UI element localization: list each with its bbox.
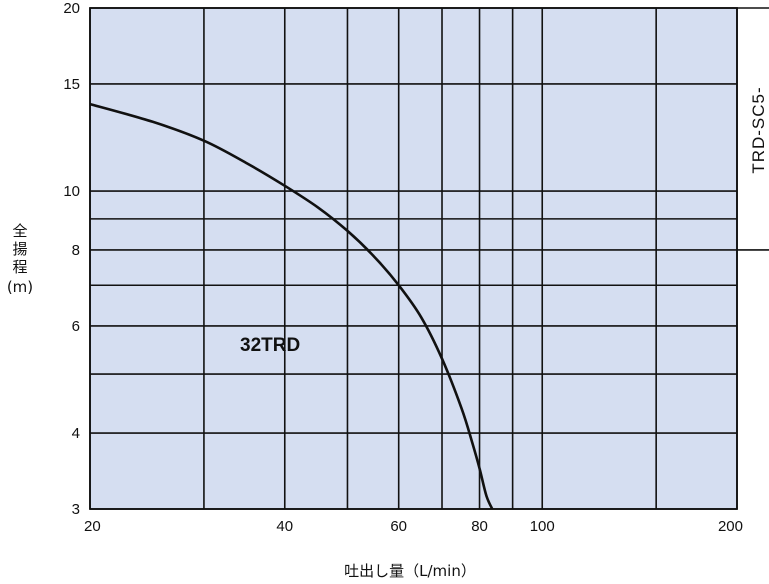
y-axis-label: 全揚程 (m) [7,222,33,296]
x-axis-label: 吐出し量（L/min） [344,562,476,580]
plot-area [90,8,737,509]
y-tick-label: 3 [72,501,80,518]
x-tick-label: 200 [718,518,743,535]
grid [89,7,769,510]
y-tick-label: 10 [63,183,80,200]
y-axis-label-unit: (m) [7,278,33,296]
y-axis-label-char: 程 [12,258,27,276]
x-tick-labels: 20 40 60 80 100 200 [84,518,743,535]
plot-frame [89,7,738,510]
curves [90,102,494,509]
y-tick-label: 6 [72,318,80,335]
x-tick-label: 60 [390,518,407,535]
x-tick-label: 80 [471,518,488,535]
y-tick-label: 15 [63,76,80,93]
x-tick-label: 100 [530,518,555,535]
x-tick-label: 20 [84,518,101,535]
y-axis-label-char: 全 [12,222,27,240]
curve-label-32trd: 32TRD [240,335,300,356]
y-tick-label: 20 [63,0,80,17]
y-tick-label: 4 [72,425,80,442]
curve-32trd [90,102,494,509]
model-side-label: TRD-SC5- [749,86,768,173]
y-axis-label-char: 揚 [12,240,27,258]
y-tick-labels: 3 4 6 8 10 15 20 [63,0,80,518]
y-tick-label: 8 [72,242,80,259]
x-tick-label: 40 [276,518,293,535]
